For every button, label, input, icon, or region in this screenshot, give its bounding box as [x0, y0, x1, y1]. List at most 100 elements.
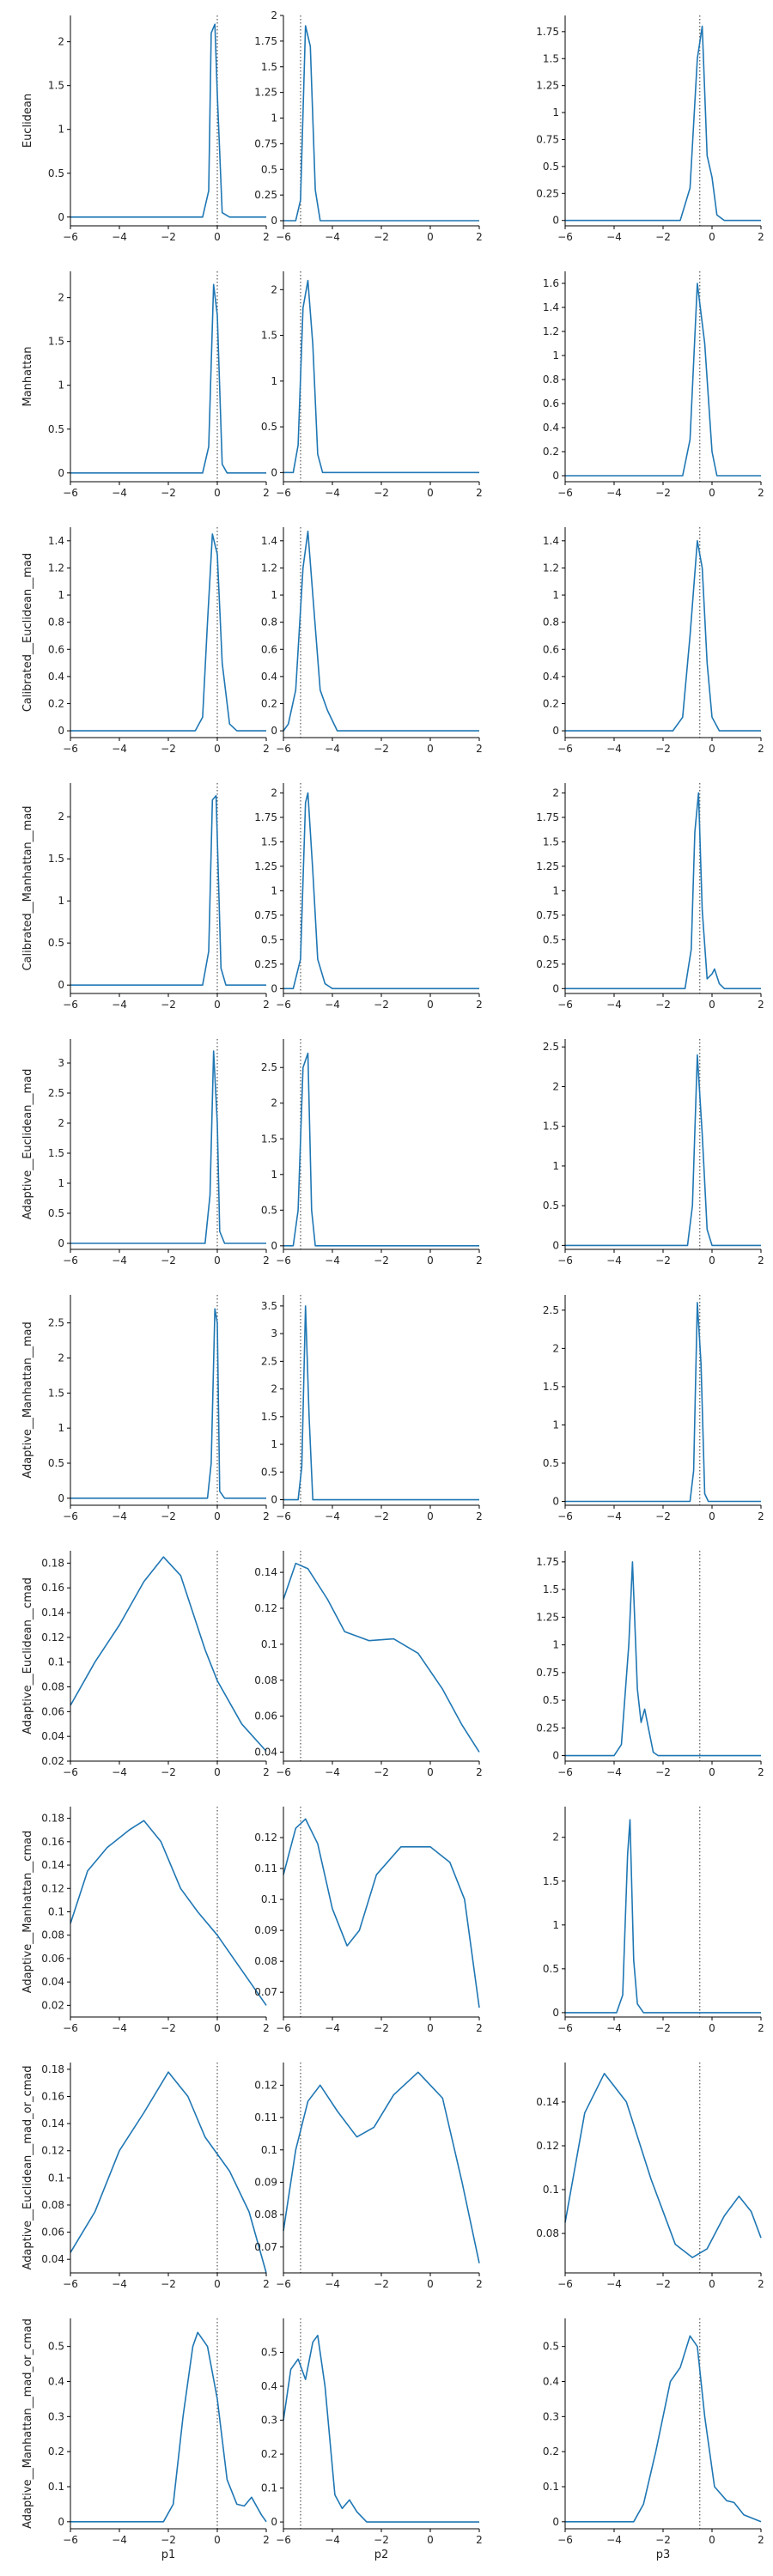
y-tick-label: 0.16 [41, 1582, 64, 1594]
panel-r5-p3: −6 −4 −2 0 2 0 0.5 1 1.5 2 2.5 [543, 1039, 764, 1267]
y-tick-label: 0.4 [543, 422, 559, 434]
y-tick-label: 1 [552, 589, 559, 601]
y-tick-label: 3.5 [261, 1300, 277, 1312]
density-line [70, 1820, 267, 2006]
x-tick-label: 0 [709, 1510, 715, 1522]
x-tick-label: −4 [606, 1510, 622, 1522]
y-tick-label: 1 [271, 884, 277, 896]
y-tick-label: 2 [271, 1383, 277, 1395]
y-tick-label: 1.25 [536, 860, 559, 872]
y-tick-label: 0.1 [48, 1906, 64, 1918]
y-tick-label: 0.6 [48, 643, 64, 655]
x-tick-label: −4 [325, 231, 340, 243]
panel-r8-p3: −6 −4 −2 0 2 0 0.5 1 1.5 2 [543, 1807, 764, 2034]
panel-r6-p2: −6 −4 −2 0 200.511.522.533.5 [261, 1295, 483, 1522]
y-tick-label: 1.75 [536, 811, 559, 823]
x-tick-label: −4 [325, 999, 340, 1011]
row-label: Adaptive__Manhattan__mad_or_cmad [21, 2318, 34, 2529]
y-tick-label: 0.25 [536, 187, 559, 199]
y-tick-label: 0.5 [48, 1457, 64, 1469]
y-tick-label: 1.25 [536, 1611, 559, 1623]
x-tick-label: 0 [214, 2278, 221, 2290]
y-tick-label: 0.06 [41, 1953, 64, 1965]
y-tick-label: 0.5 [543, 1457, 559, 1469]
y-tick-label: 0.1 [261, 1638, 277, 1650]
density-line [70, 1308, 266, 1499]
x-tick-label: 0 [427, 2022, 434, 2034]
y-tick-label: 0.07 [254, 2241, 277, 2253]
x-tick-label: −4 [606, 743, 622, 755]
x-tick-label: −6 [276, 2022, 291, 2034]
x-tick-label: 0 [214, 1766, 221, 1778]
panel-r7-p1: −6 −4 −2 0 2 0.02 0.04 0.06 0.08 0.1 0.12 0.14 0.16 0… [41, 1551, 270, 1778]
y-tick-label: 1.4 [543, 301, 559, 313]
panel-r5-p1: −6 −4 −2 0 2 0 0.5 1 1.5 2 2.5 3 [48, 1039, 270, 1267]
y-tick-label: 0.1 [48, 1656, 64, 1668]
x-tick-label: 0 [427, 1766, 434, 1778]
y-tick-label: 2 [58, 292, 64, 304]
y-tick-label: 3 [271, 1327, 277, 1340]
y-tick-label: 1.6 [543, 277, 559, 289]
y-tick-label: 0.2 [543, 697, 559, 709]
y-tick-label: 2 [58, 1352, 64, 1364]
x-tick-label: −4 [606, 231, 622, 243]
y-tick-label: 0.1 [48, 2172, 64, 2184]
y-tick-label: 1 [552, 349, 559, 361]
x-tick-label: 2 [263, 743, 270, 755]
x-tick-label: −6 [63, 743, 78, 755]
density-line [283, 2071, 480, 2263]
y-tick-label: 0.08 [41, 1681, 64, 1693]
y-tick-label: 0 [552, 725, 559, 737]
y-tick-label: 1 [271, 589, 277, 601]
x-tick-label: −4 [606, 1255, 622, 1267]
y-tick-label: 0 [58, 2516, 64, 2528]
y-tick-label: 1.2 [543, 562, 559, 574]
x-tick-label: −2 [161, 2022, 176, 2034]
y-tick-label: 0.2 [261, 2448, 277, 2460]
x-tick-label: 0 [214, 1255, 221, 1267]
y-tick-label: 0 [552, 470, 559, 482]
y-tick-label: 0.04 [41, 1730, 64, 1742]
y-tick-label: 2.5 [261, 1061, 277, 1073]
y-tick-label: 0 [58, 979, 64, 991]
y-tick-label: 2.5 [48, 1317, 64, 1329]
density-line [283, 2335, 479, 2523]
y-tick-label: 0 [271, 2516, 277, 2528]
x-tick-label: 2 [476, 743, 483, 755]
density-line [565, 1819, 761, 2014]
x-tick-label: 0 [709, 2022, 715, 2034]
y-tick-label: 3 [58, 1057, 64, 1069]
x-tick-label: −2 [374, 1510, 389, 1522]
y-tick-label: 1 [58, 1177, 64, 1189]
x-tick-label: 2 [758, 2534, 764, 2546]
y-tick-label: 0.5 [48, 1207, 64, 1219]
panel-r3-p3: −6 −4 −2 0 2 0 0.2 0.4 0.6 0.8 1 1.2 1.4 [543, 527, 764, 755]
density-line [565, 2335, 762, 2523]
y-tick-label: 0 [552, 215, 559, 227]
y-tick-label: 0.04 [41, 2253, 64, 2265]
y-tick-label: 0 [552, 2516, 559, 2528]
y-tick-label: 0 [552, 982, 559, 994]
y-tick-label: 0.75 [536, 909, 559, 921]
x-tick-label: −4 [112, 1766, 127, 1778]
x-tick-label: 2 [263, 1510, 270, 1522]
x-tick-label: −4 [325, 2278, 340, 2290]
y-tick-label: 2 [58, 1117, 64, 1129]
y-tick-label: 1 [552, 106, 559, 118]
y-tick-label: 0.14 [41, 1607, 64, 1619]
y-tick-label: 0.14 [536, 2096, 559, 2108]
x-tick-label: −6 [557, 487, 573, 499]
y-tick-label: 0.8 [261, 617, 277, 629]
density-line [283, 1562, 480, 1753]
x-tick-label: −6 [63, 999, 78, 1011]
y-tick-label: 0 [271, 1240, 277, 1252]
y-tick-label: 0.08 [41, 1929, 64, 1941]
y-tick-label: 0.07 [254, 1986, 277, 1998]
x-tick-label: −6 [276, 231, 291, 243]
panel-r7-p3: −6 −4 −2 0 2 0 0.25 0.5 0.75 1 1.25 1.5 1.75 [536, 1551, 764, 1778]
x-tick-label: −4 [325, 743, 340, 755]
x-tick-label: −4 [325, 487, 340, 499]
panel-r4-p1: −6 −4 −2 0 2 0 0.5 1 1.5 2 [48, 783, 270, 1011]
density-line [283, 25, 479, 222]
